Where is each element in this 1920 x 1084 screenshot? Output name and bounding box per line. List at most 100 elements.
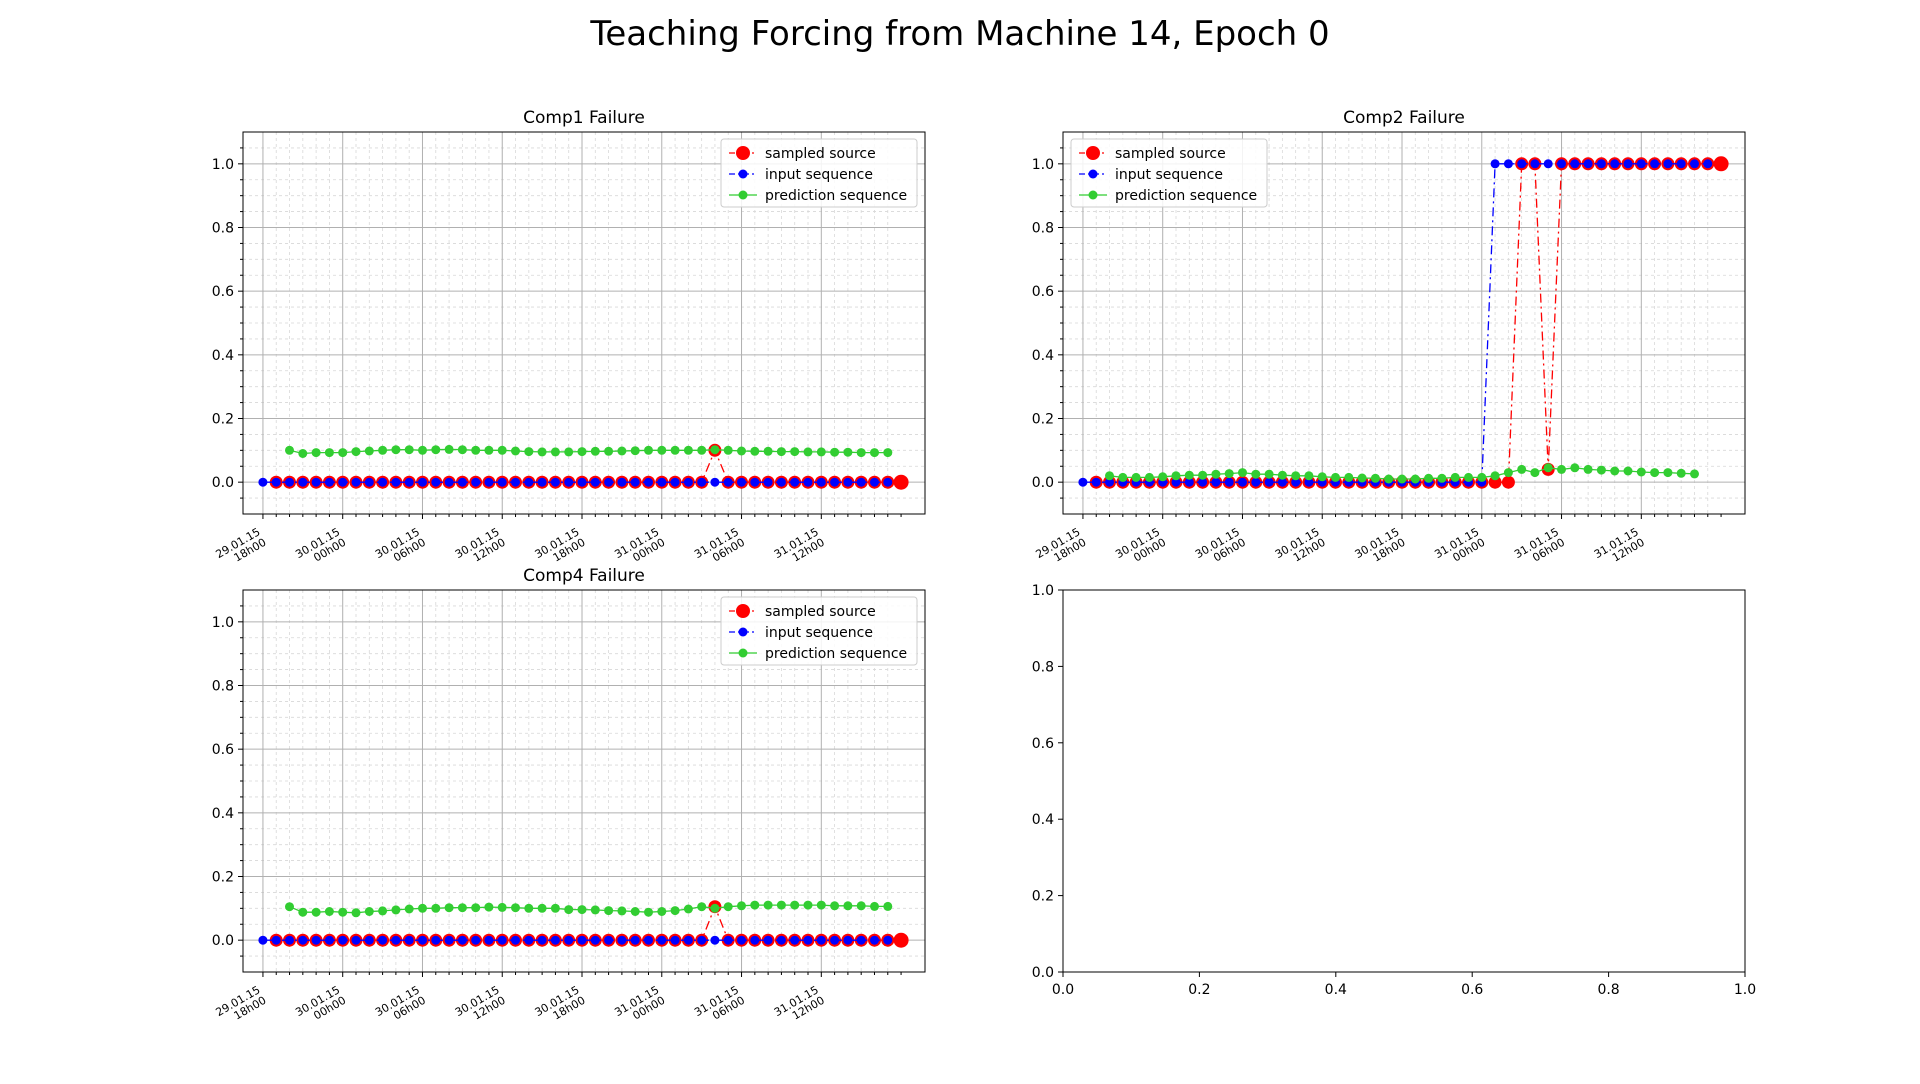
data-point: [737, 901, 746, 911]
legend-marker: [738, 648, 748, 658]
data-point: [1477, 472, 1487, 482]
data-point: [1650, 468, 1660, 478]
chart-4: 0.0 0.2 0.4 0.6 0.8 1.0 0.0 0.2 0.4 0.6 0.8 1.0: [1032, 583, 1756, 998]
legend-label: prediction sequence: [1115, 188, 1257, 204]
data-point: [1238, 468, 1247, 478]
data-point: [737, 477, 746, 487]
data-point: [630, 907, 640, 916]
x-tick-label: 30.01.1512h00: [453, 525, 508, 571]
x-tick-label: 30.01.1500h00: [1113, 525, 1168, 571]
data-point: [1650, 159, 1660, 169]
data-point: [1596, 159, 1606, 169]
data-point: [1530, 159, 1540, 169]
x-tick-label: 30.01.1500h00: [293, 525, 348, 571]
data-point: [418, 477, 427, 487]
data-point: [1583, 464, 1593, 474]
data-point: [1277, 470, 1287, 480]
legend-marker: [738, 169, 748, 179]
data-point: [790, 447, 800, 457]
data-point: [550, 447, 560, 457]
data-point: [298, 449, 308, 458]
chart-title: Comp4 Failure: [523, 566, 645, 586]
data-point: [843, 447, 853, 457]
legend-box: [720, 138, 918, 208]
data-point: [750, 935, 760, 945]
data-point: [1211, 477, 1221, 487]
data-point: [285, 935, 294, 945]
legend: sampled source input sequence prediction s…: [720, 596, 918, 666]
data-point: [497, 477, 507, 487]
series-line: [289, 448, 888, 455]
x-tick-label: 30.01.1512h00: [453, 983, 508, 1029]
data-point: [630, 446, 640, 456]
data-point: [816, 477, 826, 487]
data-point: [830, 477, 840, 487]
data-point: [418, 935, 427, 945]
data-point: [1690, 159, 1699, 169]
x-tick-label: 30.01.1518h00: [533, 983, 588, 1029]
data-point: [883, 901, 893, 911]
data-point: [803, 935, 813, 945]
y-tick-label: 0.8: [1032, 659, 1054, 675]
legend-label: prediction sequence: [765, 646, 907, 662]
data-point: [830, 447, 840, 457]
data-point: [1384, 474, 1394, 484]
data-point: [617, 446, 627, 456]
data-point: [378, 445, 388, 455]
data-point: [564, 905, 574, 915]
data-point: [537, 935, 547, 945]
data-point: [856, 448, 866, 458]
y-tick-label: 0.4: [1032, 348, 1054, 364]
data-point: [843, 901, 853, 911]
data-point: [750, 477, 760, 487]
legend-label: sampled source: [1115, 146, 1226, 162]
data-point: [697, 902, 707, 912]
data-point: [271, 477, 281, 487]
data-point: [1557, 464, 1566, 474]
x-tick-label: 30.01.1518h00: [533, 525, 588, 571]
data-point: [550, 477, 560, 487]
data-point: [1344, 472, 1354, 482]
data-point: [763, 900, 773, 910]
data-point: [617, 906, 627, 916]
data-point: [816, 935, 826, 945]
data-point: [524, 935, 534, 945]
data-point: [670, 477, 680, 487]
legend-marker: [738, 190, 748, 200]
data-point: [285, 445, 294, 455]
data-point: [537, 477, 547, 487]
data-point: [1198, 477, 1208, 487]
data-point: [364, 907, 374, 916]
data-point: [750, 900, 760, 910]
data-point: [1503, 159, 1513, 169]
y-tick-label: 0.6: [1032, 736, 1054, 752]
data-point: [1610, 466, 1620, 476]
data-point: [524, 477, 534, 487]
x-tick-label: 31.01.1500h00: [1432, 525, 1487, 571]
legend-label: sampled source: [765, 604, 876, 620]
data-point: [471, 935, 481, 945]
data-point: [577, 447, 587, 457]
x-tick-label: 29.01.1518h00: [1034, 525, 1089, 571]
data-point: [1171, 471, 1181, 481]
data-point: [351, 908, 361, 918]
data-point: [1676, 468, 1686, 478]
x-tick-label: 31.01.1506h00: [692, 525, 747, 571]
data-point: [630, 935, 640, 945]
data-point: [418, 445, 427, 455]
data-point: [657, 445, 667, 455]
data-point: [577, 477, 587, 487]
data-point-end: [893, 932, 909, 948]
x-tick-label: 30.01.1506h00: [373, 983, 428, 1029]
y-tick-label: 0.6: [1032, 284, 1054, 300]
data-point: [550, 935, 560, 945]
x-tick-label: 31.01.1506h00: [692, 983, 747, 1029]
series-input-sequence: [258, 477, 893, 487]
data-point: [391, 935, 401, 945]
y-tick-label: 0.4: [212, 348, 234, 364]
data-point: [1663, 159, 1673, 169]
data-point: [697, 445, 707, 455]
data-point: [776, 447, 786, 457]
x-tick-label: 30.01.1512h00: [1273, 525, 1328, 571]
